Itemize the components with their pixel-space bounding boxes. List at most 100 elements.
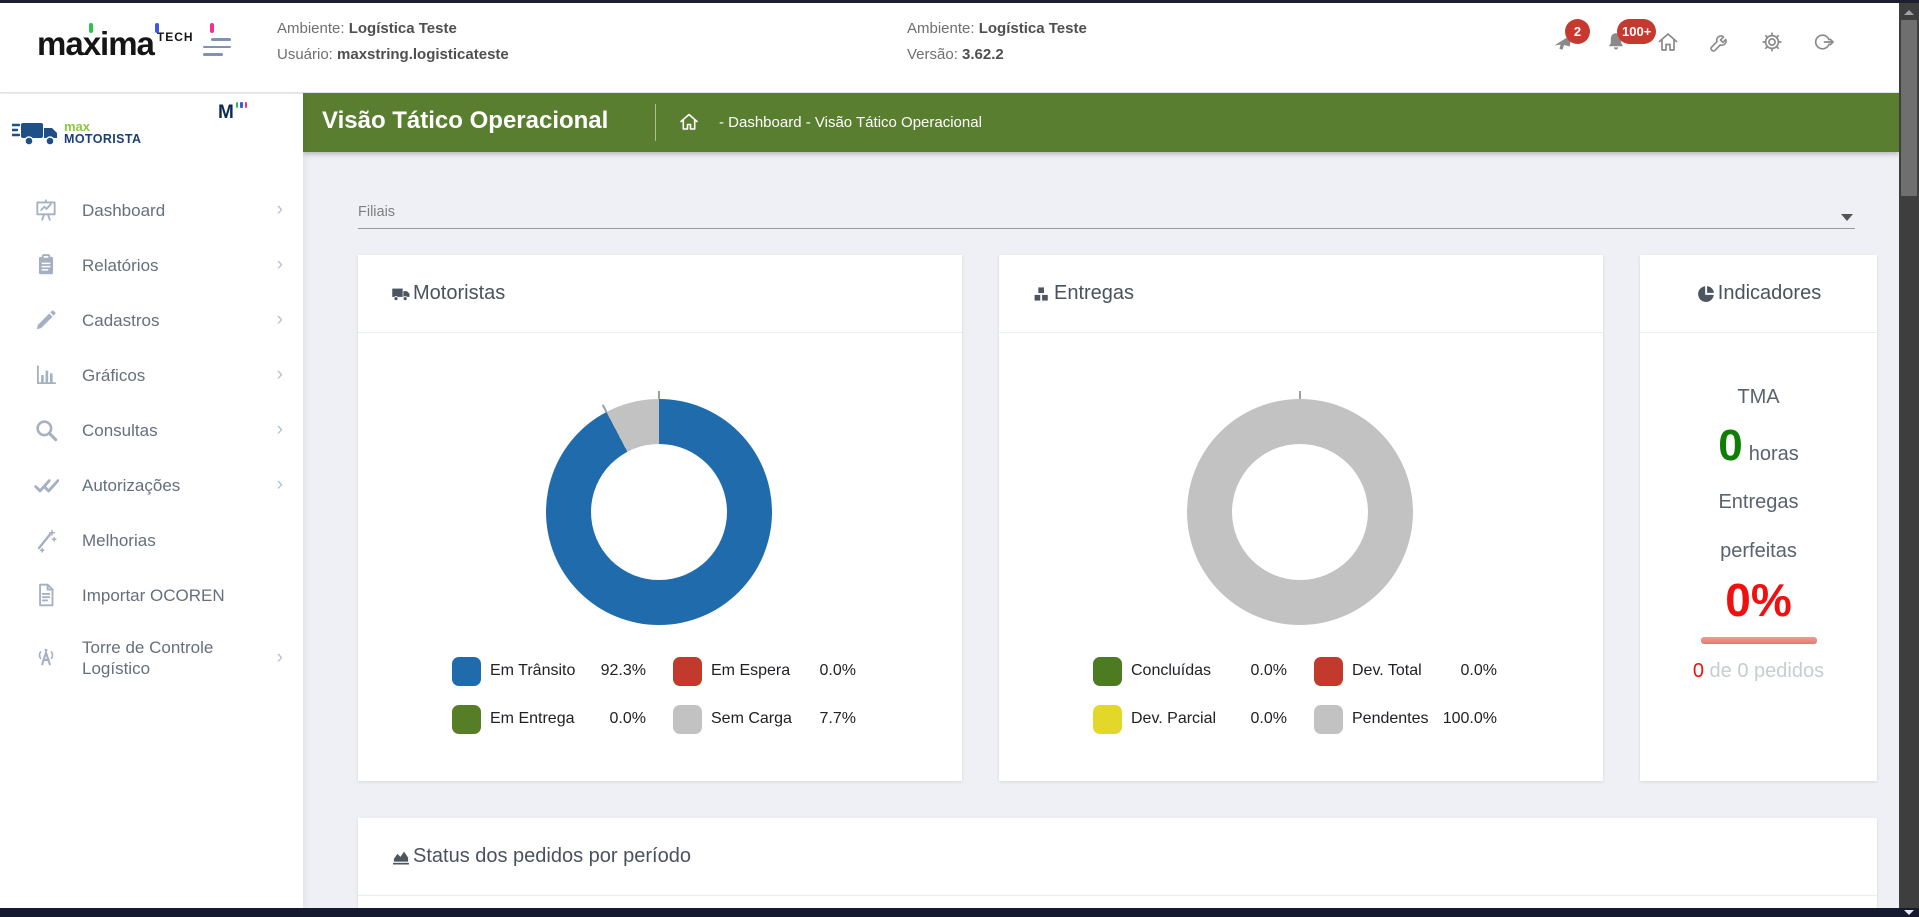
notifications-icon[interactable]: 100+ (1604, 30, 1628, 54)
motoristas-card: Motoristas Em Trânsito 92.3% Em Espera 0… (358, 255, 962, 781)
chevron-right-icon: › (277, 419, 283, 441)
dropdown-caret-icon (1841, 214, 1853, 221)
sidebar-item-cadastros[interactable]: Cadastros › (0, 298, 303, 342)
legend-swatch (1093, 705, 1122, 734)
entregas-perfeitas-percent: 0% (1725, 573, 1791, 627)
magic-wand-icon (33, 527, 59, 553)
sidebar-item-dashboard[interactable]: Dashboard › (0, 188, 303, 232)
legend-item: Em Trânsito 92.3% (452, 656, 646, 686)
sidebar-item-importar-ocoren[interactable]: Importar OCOREN (0, 573, 303, 617)
sidebar-item-consultas[interactable]: Consultas › (0, 408, 303, 452)
chevron-right-icon: › (277, 364, 283, 386)
legend-swatch (673, 705, 702, 734)
status-card-title: Status dos pedidos por período (413, 845, 691, 868)
indicadores-card: Indicadores TMA 0horas Entregas perfeita… (1640, 255, 1877, 781)
maxima-m-mark: M (218, 102, 247, 124)
scroll-down-arrow[interactable] (1904, 910, 1914, 915)
truck-icon (391, 284, 411, 304)
area-chart-icon (391, 847, 411, 867)
filiais-label: Filiais (358, 204, 395, 220)
breadcrumb-home-icon[interactable] (677, 110, 701, 134)
logo-pink-tick (210, 23, 214, 33)
donut-hole (1232, 444, 1368, 580)
vertical-scrollbar[interactable] (1899, 3, 1919, 908)
legend-swatch (1314, 705, 1343, 734)
logo-suffix: TECH (157, 30, 194, 44)
legend-item: Concluídas 0.0% (1093, 656, 1287, 686)
legend-item: Dev. Total 0.0% (1314, 656, 1497, 686)
pencil-icon (33, 307, 59, 333)
motoristas-card-header: Motoristas (358, 255, 962, 333)
indicadores-body: TMA 0horas Entregas perfeitas 0% 0 de 0 … (1640, 334, 1877, 781)
legend-swatch (452, 705, 481, 734)
entregas-perfeitas-label-1: Entregas (1718, 491, 1798, 514)
bottom-bar (0, 908, 1919, 917)
legend-swatch (452, 657, 481, 686)
sidebar-item-melhorias[interactable]: Melhorias (0, 518, 303, 562)
sidebar-item-relatorios[interactable]: Relatórios › (0, 243, 303, 287)
max-motorista-logo: max MOTORISTA (12, 116, 292, 156)
entregas-perfeitas-label-2: perfeitas (1720, 540, 1797, 563)
dashboard-content: Filiais Motoristas Em Trânsito 92.3% (303, 152, 1899, 908)
gear-icon[interactable] (1760, 30, 1784, 54)
indicadores-card-header: Indicadores (1640, 255, 1877, 333)
environment-info-left: Ambiente: Logística Teste Usuário: maxst… (277, 19, 509, 71)
environment-info-middle: Ambiente: Logística Teste Versão: 3.62.2 (907, 19, 1087, 71)
truck-logo-icon (12, 119, 60, 149)
entregas-card-title: Entregas (1054, 282, 1134, 305)
reports-icon (33, 252, 59, 278)
maxima-tech-logo: maximaTECH (37, 25, 197, 71)
legend-item: Sem Carga 7.7% (673, 704, 856, 734)
logout-icon[interactable] (1812, 30, 1836, 54)
logo-blue-tick (155, 23, 159, 33)
legend-swatch (1314, 657, 1343, 686)
chevron-right-icon: › (277, 647, 283, 669)
status-card-header: Status dos pedidos por período (358, 818, 1877, 896)
wrench-icon[interactable] (1708, 30, 1732, 54)
motoristas-card-title: Motoristas (413, 282, 505, 305)
radio-tower-icon (33, 645, 59, 671)
boxes-icon (1032, 284, 1052, 304)
legend-item: Em Entrega 0.0% (452, 704, 646, 734)
filiais-select[interactable]: Filiais (358, 199, 1855, 229)
search-icon (33, 417, 59, 443)
chevron-right-icon: › (277, 309, 283, 331)
legend-item: Dev. Parcial 0.0% (1093, 704, 1287, 734)
notifications-badge: 100+ (1617, 19, 1656, 44)
scrollbar-thumb[interactable] (1901, 20, 1917, 196)
logo-green-tick (89, 23, 93, 33)
document-icon (33, 582, 59, 608)
entregas-perfeitas-progress-bar (1701, 637, 1817, 644)
legend-swatch (1093, 657, 1122, 686)
page-title: Visão Tático Operacional (322, 107, 608, 135)
sidebar-item-autorizacoes[interactable]: Autorizações › (0, 463, 303, 507)
bar-chart-icon (33, 362, 59, 388)
donut-hole (591, 444, 727, 580)
tma-label: TMA (1737, 386, 1779, 409)
menu-toggle-icon[interactable] (203, 38, 233, 62)
logo-text: maxima (37, 25, 154, 62)
chevron-right-icon: › (277, 199, 283, 221)
sidebar-item-torre-controle[interactable]: Torre de Controle Logístico › (0, 628, 303, 688)
sidebar: max MOTORISTA M Dashboard › Relatórios ›… (0, 94, 303, 910)
motoristas-donut-chart[interactable] (546, 399, 772, 625)
page-titlebar: Visão Tático Operacional - Dashboard - V… (303, 93, 1899, 152)
dashboard-icon (33, 197, 59, 223)
chevron-right-icon: › (277, 254, 283, 276)
entregas-donut-chart[interactable] (1187, 399, 1413, 625)
breadcrumb: - Dashboard - Visão Tático Operacional (719, 114, 982, 131)
main-area: Visão Tático Operacional - Dashboard - V… (303, 93, 1899, 908)
scroll-up-arrow[interactable] (1904, 10, 1914, 15)
announcements-badge: 2 (1565, 19, 1590, 44)
legend-item: Em Espera 0.0% (673, 656, 856, 686)
chevron-right-icon: › (277, 474, 283, 496)
legend-swatch (673, 657, 702, 686)
legend-item: Pendentes 100.0% (1314, 704, 1497, 734)
home-icon[interactable] (1656, 30, 1680, 54)
double-check-icon (33, 472, 59, 498)
app-header: maximaTECH Ambiente: Logística Teste Usu… (0, 3, 1919, 93)
sidebar-item-graficos[interactable]: Gráficos › (0, 353, 303, 397)
status-pedidos-card: Status dos pedidos por período (358, 818, 1877, 908)
announcements-icon[interactable]: 2 (1552, 30, 1576, 54)
header-toolbar: 2 100+ (1552, 30, 1836, 54)
